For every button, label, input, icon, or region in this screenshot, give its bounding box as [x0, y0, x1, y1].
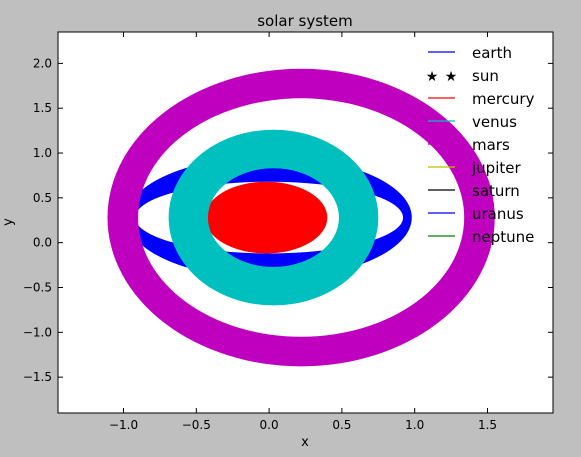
legend-label-mars: mars	[472, 136, 510, 154]
series-venus	[168, 129, 379, 306]
ticks-layer: −1.0 −0.5 0.0 0.5 1.0 1.5 −1.5 −1.0 −0.5 0.0 0.5 1.…	[23, 32, 553, 432]
y-tick-label: 2.0	[33, 56, 52, 70]
legend-label-mercury: mercury	[472, 90, 535, 108]
legend-label-jupiter: jupiter	[471, 159, 521, 177]
x-tick-label: −1.0	[109, 418, 138, 432]
y-tick-label: 0.5	[33, 191, 52, 205]
chart-title: solar system	[257, 12, 353, 30]
legend: earth ★ ★ sun mercury venus mars jupiter saturn u…	[426, 44, 535, 246]
legend-marker-sun: ★	[445, 69, 458, 85]
x-tick-label: 1.5	[478, 418, 497, 432]
x-tick-label: 0.0	[260, 418, 279, 432]
x-tick-label: 1.0	[405, 418, 424, 432]
legend-label-saturn: saturn	[472, 182, 520, 200]
y-tick-label: 0.0	[33, 236, 52, 250]
x-tick-label: 0.5	[332, 418, 351, 432]
y-tick-label: 1.0	[33, 146, 52, 160]
plot-frame	[57, 31, 554, 414]
legend-label-neptune: neptune	[472, 228, 534, 246]
x-axis-label: x	[301, 435, 309, 450]
series-layer	[107, 68, 495, 367]
y-tick-label: −1.5	[23, 370, 52, 384]
legend-label-uranus: uranus	[472, 205, 524, 223]
x-tick-label: −0.5	[182, 418, 211, 432]
y-tick-label: −0.5	[23, 280, 52, 294]
legend-label-earth: earth	[472, 44, 512, 62]
legend-label-venus: venus	[472, 113, 517, 131]
y-tick-label: 1.5	[33, 101, 52, 115]
series-mercury	[205, 181, 328, 254]
y-axis-label: y	[1, 218, 16, 226]
y-tick-label: −1.0	[23, 325, 52, 339]
legend-label-sun: sun	[472, 67, 499, 85]
legend-marker-sun: ★	[426, 69, 439, 85]
